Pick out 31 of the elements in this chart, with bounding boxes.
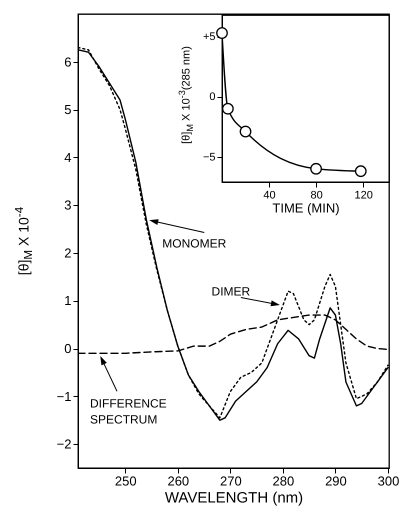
x-axis-title: WAVELENGTH (nm) bbox=[164, 490, 304, 506]
y-tick-label: 0 bbox=[209, 91, 216, 104]
y-tick-label: 6 bbox=[64, 54, 72, 70]
x-tick-label: 80 bbox=[310, 190, 323, 202]
y-tick-label: 4 bbox=[64, 150, 72, 165]
x-tick-label: 250 bbox=[114, 474, 137, 488]
point bbox=[216, 27, 228, 39]
annotation: DIFFERENCE SPECTRUM bbox=[90, 396, 167, 426]
x-tick-label: 40 bbox=[263, 190, 276, 202]
x-tick-label: 260 bbox=[167, 474, 190, 488]
x-axis-title: TIME (MIN) bbox=[272, 200, 340, 216]
point bbox=[240, 126, 252, 138]
x-tick-label: 270 bbox=[220, 474, 242, 488]
x-tick-label: 290 bbox=[325, 474, 347, 488]
annotation: DIMER bbox=[212, 284, 251, 299]
x-tick-label: 300 bbox=[378, 474, 400, 488]
y-tick-label: 5 bbox=[64, 102, 72, 118]
y-tick-label: −2 bbox=[56, 436, 72, 452]
x-tick-label: 280 bbox=[272, 474, 294, 488]
point bbox=[222, 102, 234, 115]
point bbox=[310, 162, 322, 175]
y-tick-label: 1 bbox=[64, 293, 72, 308]
y-tick-label: +5 bbox=[202, 31, 216, 44]
y-tick-label: −5 bbox=[202, 151, 216, 164]
annotation: MONOMER bbox=[162, 236, 227, 250]
y-tick-label: −1 bbox=[56, 388, 72, 404]
y-tick-label: 2 bbox=[64, 245, 72, 260]
y-tick-label: 0 bbox=[64, 341, 72, 356]
point bbox=[354, 165, 367, 178]
x-tick-label: 120 bbox=[354, 190, 373, 202]
y-tick-label: 3 bbox=[64, 198, 72, 213]
